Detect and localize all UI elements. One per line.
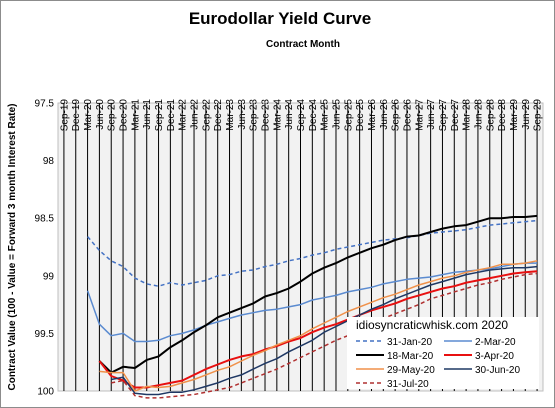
x-tick-label: Sep-24 [296,99,307,132]
x-tick-label: Sep-21 [154,99,165,132]
legend: 31-Jan-20 2-Mar-20 18-Mar-20 3-Apr-20 29-May… [356,337,520,390]
x-tick-label: Dec-21 [166,99,177,132]
x-tick-label: Mar-23 [225,99,236,131]
x-tick-label: Dec-22 [213,99,224,132]
x-tick-label: Dec-20 [119,99,130,132]
x-tick-label: Mar-28 [462,99,473,131]
y-tick-label: 99.5 [35,329,55,340]
x-tick-label: Mar-22 [178,99,189,131]
legend-label: 29-May-20 [387,365,435,376]
x-tick-label: Sep-28 [485,99,496,132]
series-line [111,265,538,396]
x-tick-label: Mar-24 [272,99,283,131]
x-axis-title: Contract Month [266,39,340,50]
series-line [86,262,538,343]
x-tick-label: Jun-21 [142,99,153,130]
x-tick-label: Mar-20 [83,99,94,131]
x-tick-label: Jun-28 [473,99,484,130]
y-tick-labels: 97.5 98 98.5 99 99.5 100 [35,99,55,398]
x-tick-label: Mar-25 [320,99,331,131]
y-axis-title: Contract Value (100 - Value = Forward 3 … [7,103,18,390]
x-tick-label: Jun-29 [521,99,532,130]
series-lines [86,214,538,399]
y-tick-label: 97.5 [35,99,55,110]
x-tick-label: Mar-21 [130,99,141,131]
x-tick-label: Dec-19 [71,99,82,132]
x-tick-label: Jun-27 [426,99,437,130]
grid-lines [63,103,538,391]
legend-label: 31-Jan-20 [387,337,432,348]
x-tick-label: Sep-27 [438,99,449,132]
x-tick-label: Dec-25 [355,99,366,132]
x-tick-label: Jun-24 [284,99,295,130]
x-tick-label: Dec-24 [308,99,319,132]
legend-background [347,317,539,389]
chart-annotation: idiosyncraticwhisk.com 2020 [356,318,508,332]
x-tick-label: Sep-19 [59,99,70,132]
legend-label: 3-Apr-20 [475,351,514,362]
x-tick-label: Jun-20 [95,99,106,130]
series-line [98,270,538,389]
x-tick-label: Sep-23 [249,99,260,132]
series-line [87,219,538,287]
x-tick-label: Sep-20 [107,99,118,132]
y-tick-label: 98.5 [35,214,55,225]
series-line [98,214,538,374]
x-tick-label: Sep-26 [391,99,402,132]
legend-label: 2-Mar-20 [475,337,516,348]
x-tick-label: Mar-26 [367,99,378,131]
legend-label: 30-Jun-20 [475,365,520,376]
x-tick-label: Sep-22 [201,99,212,132]
x-tick-label: Dec-28 [497,99,508,132]
x-tick-label: Jun-23 [237,99,248,130]
x-tick-label: Dec-27 [450,99,461,132]
x-tick-label: Sep-25 [343,99,354,132]
x-tick-label: Jun-25 [331,99,342,130]
chart-title: Eurodollar Yield Curve [189,9,371,28]
x-tick-label: Sep-29 [533,99,544,132]
x-tick-label: Mar-27 [414,99,425,131]
x-tick-label: Jun-26 [379,99,390,130]
x-tick-label: Mar-29 [509,99,520,131]
y-tick-label: 99 [43,271,55,282]
y-tick-label: 98 [43,156,55,167]
legend-label: 31-Jul-20 [387,379,429,390]
legend-label: 18-Mar-20 [387,351,434,362]
x-tick-label: Dec-23 [261,99,272,132]
y-tick-label: 100 [37,387,54,398]
series-line [111,272,538,399]
x-tick-labels: Sep-19 Dec-19 Mar-20 Jun-20 Sep-20 Dec-20 Mar-… [59,99,543,132]
x-tick-label: Dec-26 [402,99,413,132]
series-line [99,260,538,392]
x-tick-label: Jun-22 [190,99,201,130]
